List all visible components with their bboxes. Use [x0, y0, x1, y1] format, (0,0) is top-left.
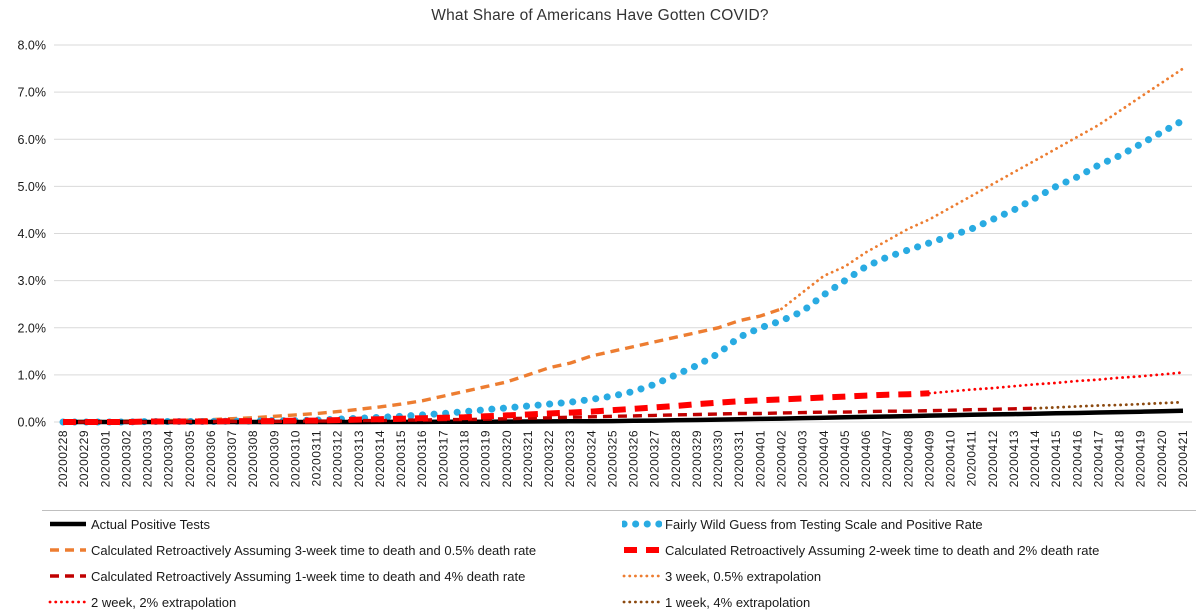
x-axis-tick-label: 20200329 — [690, 430, 704, 487]
x-axis-tick-label: 20200319 — [479, 430, 493, 487]
x-axis-tick-label: 20200229 — [77, 430, 91, 487]
legend-marker-retro-3wk — [50, 548, 86, 552]
legend-marker-extrap-2wk — [48, 600, 88, 604]
x-axis-tick-label: 20200228 — [56, 430, 70, 487]
legend-item-actual: Actual Positive Tests — [48, 514, 622, 534]
x-axis-tick-label: 20200326 — [627, 430, 641, 487]
legend-marker-actual — [50, 521, 86, 527]
x-axis-tick-label: 20200418 — [1113, 430, 1127, 487]
x-axis-tick-label: 20200419 — [1134, 430, 1148, 487]
x-axis-tick-label: 20200408 — [901, 430, 915, 487]
x-axis-tick-label: 20200327 — [648, 430, 662, 487]
legend-label: Calculated Retroactively Assuming 3-week… — [91, 542, 537, 558]
x-axis-tick-label: 20200307 — [225, 430, 239, 487]
x-axis-tick-label: 20200421 — [1176, 430, 1190, 487]
y-axis-tick-label: 8.0% — [18, 39, 47, 53]
legend-marker-extrap-1wk — [622, 600, 662, 604]
x-axis-tick-label: 20200420 — [1155, 430, 1169, 487]
x-axis-tick-label: 20200404 — [817, 430, 831, 487]
series-line-wild-guess — [59, 116, 1187, 426]
series-line-retro-2wk-2pct — [63, 390, 930, 425]
x-axis-tick-label: 20200320 — [500, 430, 514, 487]
legend-marker-wild-guess — [622, 520, 662, 528]
legend-item-extrap-3wk: 3 week, 0.5% extrapolation — [622, 566, 1196, 586]
x-axis-tick-label: 20200302 — [119, 430, 133, 487]
legend-label: Fairly Wild Guess from Testing Scale and… — [665, 516, 983, 532]
legend-item-wild-guess: Fairly Wild Guess from Testing Scale and… — [622, 514, 1196, 534]
x-axis-tick-label: 20200410 — [944, 430, 958, 487]
x-axis-tick-label: 20200412 — [986, 430, 1000, 487]
x-axis-tick-label: 20200321 — [521, 430, 535, 487]
x-axis-tick-label: 20200330 — [711, 430, 725, 487]
x-axis-tick-label: 20200414 — [1028, 430, 1042, 487]
series-line-retro-1wk-4pct — [63, 406, 1036, 424]
x-axis-tick-label: 20200306 — [204, 430, 218, 487]
x-axis-tick-label: 20200413 — [1007, 430, 1021, 487]
x-axis-tick-label: 20200305 — [183, 430, 197, 487]
series-line-extrap-2wk-2pct — [928, 371, 1185, 395]
y-axis-tick-label: 2.0% — [18, 321, 47, 335]
y-axis-tick-label: 3.0% — [18, 274, 47, 288]
x-axis-tick-label: 20200328 — [669, 430, 683, 487]
chart-title: What Share of Americans Have Gotten COVI… — [431, 7, 769, 24]
x-axis-tick-label: 20200325 — [605, 430, 619, 487]
series-line-extrap-3wk-05pct — [780, 67, 1185, 311]
x-axis-tick-label: 20200304 — [162, 430, 176, 487]
y-axis-tick-label: 1.0% — [18, 368, 47, 382]
chart-legend: Actual Positive Tests Fairly Wild Guess … — [48, 514, 1196, 611]
x-axis-tick-label: 20200416 — [1070, 430, 1084, 487]
x-axis-tick-label: 20200406 — [859, 430, 873, 487]
x-axis-tick-label: 20200309 — [267, 430, 281, 487]
y-axis-tick-label: 0.0% — [18, 416, 47, 430]
x-axis-tick-label: 20200417 — [1091, 430, 1105, 487]
legend-marker-retro-1wk — [50, 574, 86, 578]
x-axis-tick-label: 20200405 — [838, 430, 852, 487]
y-axis-tick-label: 4.0% — [18, 227, 47, 241]
x-axis-tick-label: 20200318 — [458, 430, 472, 487]
legend-label: 2 week, 2% extrapolation — [91, 594, 237, 610]
x-axis-tick-label: 20200311 — [310, 430, 324, 487]
legend-marker-retro-2wk — [624, 547, 660, 553]
x-axis-tick-label: 20200308 — [246, 430, 260, 487]
x-axis-tick-label: 20200415 — [1049, 430, 1063, 487]
legend-item-extrap-1wk: 1 week, 4% extrapolation — [622, 592, 1196, 611]
x-axis-tick-label: 20200310 — [288, 430, 302, 487]
x-axis-tick-label: 20200316 — [415, 430, 429, 487]
legend-item-retro-3wk: Calculated Retroactively Assuming 3-week… — [48, 540, 622, 560]
y-axis-tick-label: 5.0% — [18, 180, 47, 194]
legend-label: 3 week, 0.5% extrapolation — [665, 568, 822, 584]
x-axis-tick-label: 20200403 — [796, 430, 810, 487]
legend-label: Calculated Retroactively Assuming 1-week… — [91, 568, 526, 584]
x-axis-tick-label: 20200401 — [753, 430, 767, 487]
legend-item-extrap-2wk: 2 week, 2% extrapolation — [48, 592, 622, 611]
plot-area: 0.0% 1.0% 2.0% 3.0% 4.0% 5.0% 6.0% 7.0% 8.0% 2020… — [18, 39, 1192, 487]
legend-item-retro-2wk: Calculated Retroactively Assuming 2-week… — [622, 540, 1196, 560]
x-axis-tick-label: 20200323 — [563, 430, 577, 487]
legend-label: 1 week, 4% extrapolation — [665, 594, 811, 610]
series-line-extrap-1wk-4pct — [1033, 400, 1185, 410]
x-axis-tick-label: 20200402 — [774, 430, 788, 487]
x-axis-tick-label: 20200409 — [922, 430, 936, 487]
x-axis-tick-label: 20200303 — [141, 430, 155, 487]
x-axis-tick-label: 20200312 — [331, 430, 345, 487]
legend-divider — [42, 510, 1196, 511]
x-axis-tick-label: 20200407 — [880, 430, 894, 487]
legend-label: Calculated Retroactively Assuming 2-week… — [665, 542, 1100, 558]
x-axis-tick-label: 20200314 — [373, 430, 387, 487]
x-axis-tick-label: 20200315 — [394, 430, 408, 487]
y-axis-tick-label: 6.0% — [18, 133, 47, 147]
y-axis-tick-label: 7.0% — [18, 86, 47, 100]
legend-label: Actual Positive Tests — [91, 516, 210, 532]
x-axis-tick-label: 20200324 — [584, 430, 598, 487]
x-axis-tick-label: 20200313 — [352, 430, 366, 487]
x-axis-tick-label: 20200411 — [965, 430, 979, 487]
legend-marker-extrap-3wk — [622, 574, 662, 578]
legend-item-retro-1wk: Calculated Retroactively Assuming 1-week… — [48, 566, 622, 586]
x-axis-tick-label: 20200331 — [732, 430, 746, 487]
series-line-retro-3wk-05pct — [63, 307, 783, 424]
x-axis-tick-label: 20200322 — [542, 430, 556, 487]
x-axis-tick-label: 20200301 — [98, 430, 112, 487]
x-axis-tick-label: 20200317 — [436, 430, 450, 487]
